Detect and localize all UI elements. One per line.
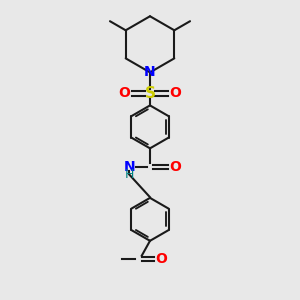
Text: O: O xyxy=(156,252,167,266)
Text: O: O xyxy=(169,160,181,174)
Text: N: N xyxy=(123,160,135,174)
Text: N: N xyxy=(144,65,156,80)
Text: H: H xyxy=(124,168,134,181)
Text: O: O xyxy=(169,86,181,100)
Text: S: S xyxy=(145,86,155,101)
Text: O: O xyxy=(118,86,130,100)
